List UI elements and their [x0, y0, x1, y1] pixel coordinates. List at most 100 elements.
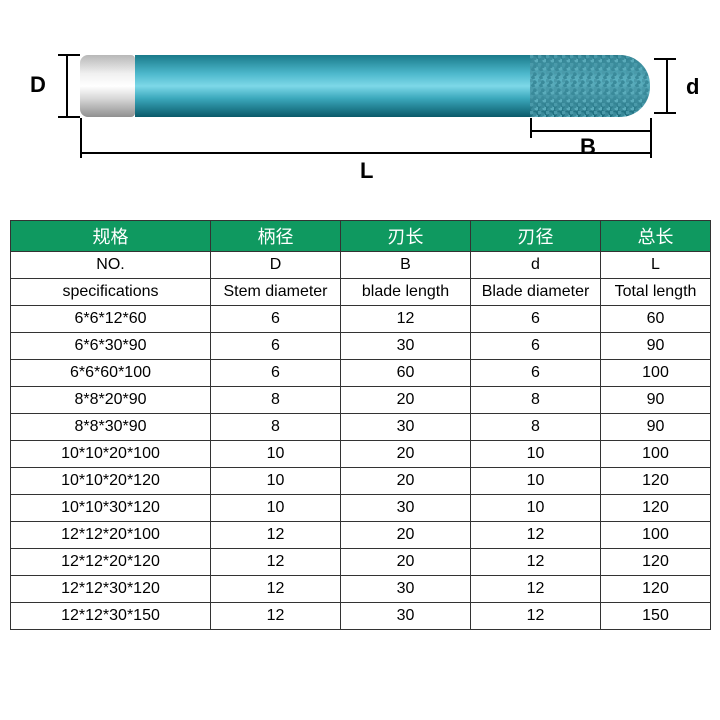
table-row-1-c4: 90: [601, 333, 711, 360]
table-row-9-c1: 12: [211, 549, 341, 576]
table-row-5-c0: 10*10*20*100: [11, 441, 211, 468]
table-row-1-c0: 6*6*30*90: [11, 333, 211, 360]
table-row-0-c1: 6: [211, 306, 341, 333]
table-row-4: 8*8*30*90830890: [11, 414, 711, 441]
table-row-3-c1: 8: [211, 387, 341, 414]
table-row-0-c3: 6: [471, 306, 601, 333]
table-row-4-c3: 8: [471, 414, 601, 441]
dim-B-label: B: [580, 134, 596, 160]
symbol-row-c4: L: [601, 252, 711, 279]
table-row-9-c4: 120: [601, 549, 711, 576]
table-row-10: 12*12*30*120123012120: [11, 576, 711, 603]
table-row-10-c0: 12*12*30*120: [11, 576, 211, 603]
table-row-3-c2: 20: [341, 387, 471, 414]
th-blade-len: 刃长: [341, 221, 471, 252]
table-row-11-c3: 12: [471, 603, 601, 630]
table-row-2-c0: 6*6*60*100: [11, 360, 211, 387]
dim-L-tick-r: [650, 138, 652, 158]
table-row-8-c0: 12*12*20*100: [11, 522, 211, 549]
table-row-10-c1: 12: [211, 576, 341, 603]
table-row-6: 10*10*20*120102010120: [11, 468, 711, 495]
th-blade-dia: 刃径: [471, 221, 601, 252]
symbol-row-c1: D: [211, 252, 341, 279]
table-row-2-c3: 6: [471, 360, 601, 387]
table-row-6-c3: 10: [471, 468, 601, 495]
table-row-0-c0: 6*6*12*60: [11, 306, 211, 333]
label-row-c4: Total length: [601, 279, 711, 306]
table-header: 规格 柄径 刃长 刃径 总长: [11, 221, 711, 252]
table-row-9-c0: 12*12*20*120: [11, 549, 211, 576]
table-row-10-c3: 12: [471, 576, 601, 603]
symbol-row-c0: NO.: [11, 252, 211, 279]
table-row-4-c1: 8: [211, 414, 341, 441]
table-row-5-c2: 20: [341, 441, 471, 468]
label-row-c3: Blade diameter: [471, 279, 601, 306]
header-row-cn: 规格 柄径 刃长 刃径 总长: [11, 221, 711, 252]
specifications-table: 规格 柄径 刃长 刃径 总长 NO.DBdLspecificationsStem…: [10, 220, 711, 630]
table-row-7-c4: 120: [601, 495, 711, 522]
table-row-5-c4: 100: [601, 441, 711, 468]
table-row-10-c2: 30: [341, 576, 471, 603]
table-row-9: 12*12*20*120122012120: [11, 549, 711, 576]
table-row-6-c2: 20: [341, 468, 471, 495]
label-row-c2: blade length: [341, 279, 471, 306]
table-row-11-c4: 150: [601, 603, 711, 630]
table-row-1-c2: 30: [341, 333, 471, 360]
table-row-0-c4: 60: [601, 306, 711, 333]
table-row-6-c0: 10*10*20*120: [11, 468, 211, 495]
dim-B-tick-l: [530, 118, 532, 138]
table-row-11-c0: 12*12*30*150: [11, 603, 211, 630]
table-row-2-c1: 6: [211, 360, 341, 387]
label-row: specificationsStem diameterblade lengthB…: [11, 279, 711, 306]
table-row-3-c0: 8*8*20*90: [11, 387, 211, 414]
table-row-2-c4: 100: [601, 360, 711, 387]
table-row-3: 8*8*20*90820890: [11, 387, 711, 414]
blade-tip: [530, 55, 650, 117]
dim-d-tick-top: [654, 58, 676, 60]
table-row-10-c4: 120: [601, 576, 711, 603]
table-row-11: 12*12*30*150123012150: [11, 603, 711, 630]
symbol-row: NO.DBdL: [11, 252, 711, 279]
symbol-row-c3: d: [471, 252, 601, 279]
table-row-7-c1: 10: [211, 495, 341, 522]
table-row-11-c1: 12: [211, 603, 341, 630]
table-row-8: 12*12*20*100122012100: [11, 522, 711, 549]
dim-B-tick-r: [650, 118, 652, 138]
table-row-5: 10*10*20*100102010100: [11, 441, 711, 468]
table-row-2: 6*6*60*1006606100: [11, 360, 711, 387]
th-spec: 规格: [11, 221, 211, 252]
shank-body: [135, 55, 530, 117]
table-row-8-c1: 12: [211, 522, 341, 549]
label-row-c0: specifications: [11, 279, 211, 306]
dim-D-tick-top: [58, 54, 80, 56]
table-row-8-c3: 12: [471, 522, 601, 549]
table-row-0-c2: 12: [341, 306, 471, 333]
table-row-8-c2: 20: [341, 522, 471, 549]
table-row-4-c0: 8*8*30*90: [11, 414, 211, 441]
table-row-2-c2: 60: [341, 360, 471, 387]
table-row-1-c1: 6: [211, 333, 341, 360]
dim-D-tick-bot: [58, 116, 80, 118]
dim-d-tick-bot: [654, 112, 676, 114]
table-row-7-c2: 30: [341, 495, 471, 522]
symbol-row-c2: B: [341, 252, 471, 279]
tool-diagram: D d B L: [10, 30, 710, 190]
th-stem: 柄径: [211, 221, 341, 252]
table-row-7: 10*10*30*120103010120: [11, 495, 711, 522]
dim-D-line: [66, 54, 68, 118]
dim-B-line: [530, 130, 652, 132]
table-row-5-c3: 10: [471, 441, 601, 468]
table-row-1: 6*6*30*90630690: [11, 333, 711, 360]
table-row-11-c2: 30: [341, 603, 471, 630]
table-row-0: 6*6*12*60612660: [11, 306, 711, 333]
table-row-7-c0: 10*10*30*120: [11, 495, 211, 522]
dim-L-line: [80, 152, 652, 154]
table-row-4-c2: 30: [341, 414, 471, 441]
table-row-6-c1: 10: [211, 468, 341, 495]
table-row-9-c3: 12: [471, 549, 601, 576]
table-row-3-c4: 90: [601, 387, 711, 414]
table-row-5-c1: 10: [211, 441, 341, 468]
table-body: NO.DBdLspecificationsStem diameterblade …: [11, 252, 711, 630]
table-row-4-c4: 90: [601, 414, 711, 441]
tool-illustration: [80, 55, 650, 117]
